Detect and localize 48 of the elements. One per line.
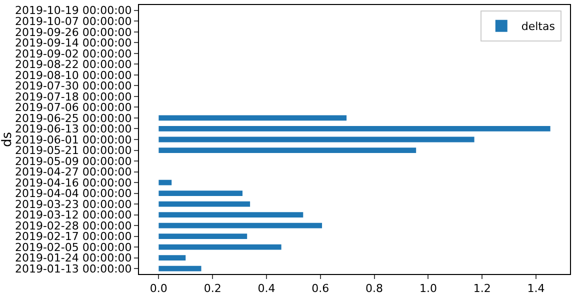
x-tick-label: 0.0	[150, 282, 168, 296]
y-tick-label: 2019-07-30 00:00:00	[14, 80, 132, 93]
x-tick-label: 0.8	[366, 282, 384, 296]
y-tick-label: 2019-01-24 00:00:00	[14, 252, 132, 265]
x-tick-label: 1.4	[527, 282, 545, 296]
y-tick-label: 2019-09-26 00:00:00	[14, 26, 132, 39]
y-axis-title: ds	[0, 132, 15, 148]
bar	[158, 148, 416, 153]
x-tick-label: 0.4	[258, 282, 276, 296]
bar	[158, 234, 248, 240]
x-tick-label: 0.6	[312, 282, 330, 296]
y-tick-label: 2019-06-13 00:00:00	[14, 122, 132, 136]
bar	[158, 136, 474, 142]
y-tick-label: 2019-10-19 00:00:00	[14, 4, 132, 18]
bar	[158, 115, 347, 121]
y-tick-label: 2019-06-01 00:00:00	[14, 133, 132, 146]
bar	[158, 222, 322, 228]
y-tick-label: 2019-05-09 00:00:00	[14, 154, 132, 168]
y-tick-label: 2019-06-25 00:00:00	[14, 112, 132, 125]
bar	[158, 244, 282, 250]
y-tick-label: 2019-09-02 00:00:00	[14, 47, 132, 60]
y-tick-label: 2019-09-14 00:00:00	[14, 36, 132, 50]
bar	[158, 266, 202, 272]
bar	[158, 180, 172, 186]
bar	[158, 201, 250, 207]
bar	[158, 190, 242, 196]
y-tick-label: 2019-05-21 00:00:00	[14, 144, 132, 158]
bar	[158, 126, 550, 132]
y-tick-label: 2019-02-17 00:00:00	[14, 230, 132, 244]
x-tick-label: 1.2	[473, 282, 491, 296]
y-tick-label: 2019-02-05 00:00:00	[14, 240, 132, 254]
bar	[158, 212, 304, 218]
y-tick-label: 2019-08-22 00:00:00	[14, 58, 132, 72]
y-tick-label: 2019-10-07 00:00:00	[14, 14, 132, 28]
y-tick-label: 2019-07-06 00:00:00	[14, 101, 132, 114]
x-tick-label: 1.0	[419, 282, 437, 296]
bar	[158, 255, 186, 261]
y-tick-label: 2019-07-18 00:00:00	[14, 90, 132, 104]
legend-label: deltas	[521, 20, 556, 34]
x-tick-label: 0.2	[204, 282, 222, 296]
y-tick-label: 2019-04-04 00:00:00	[14, 187, 132, 200]
y-tick-label: 2019-04-27 00:00:00	[14, 166, 132, 179]
y-tick-label: 2019-08-10 00:00:00	[14, 68, 132, 82]
y-tick-label: 2019-03-23 00:00:00	[14, 198, 132, 211]
y-tick-label: 2019-01-13 00:00:00	[14, 262, 132, 276]
y-tick-label: 2019-02-28 00:00:00	[14, 219, 132, 232]
y-tick-label: 2019-04-16 00:00:00	[14, 176, 132, 190]
y-tick-label: 2019-03-12 00:00:00	[14, 208, 132, 222]
